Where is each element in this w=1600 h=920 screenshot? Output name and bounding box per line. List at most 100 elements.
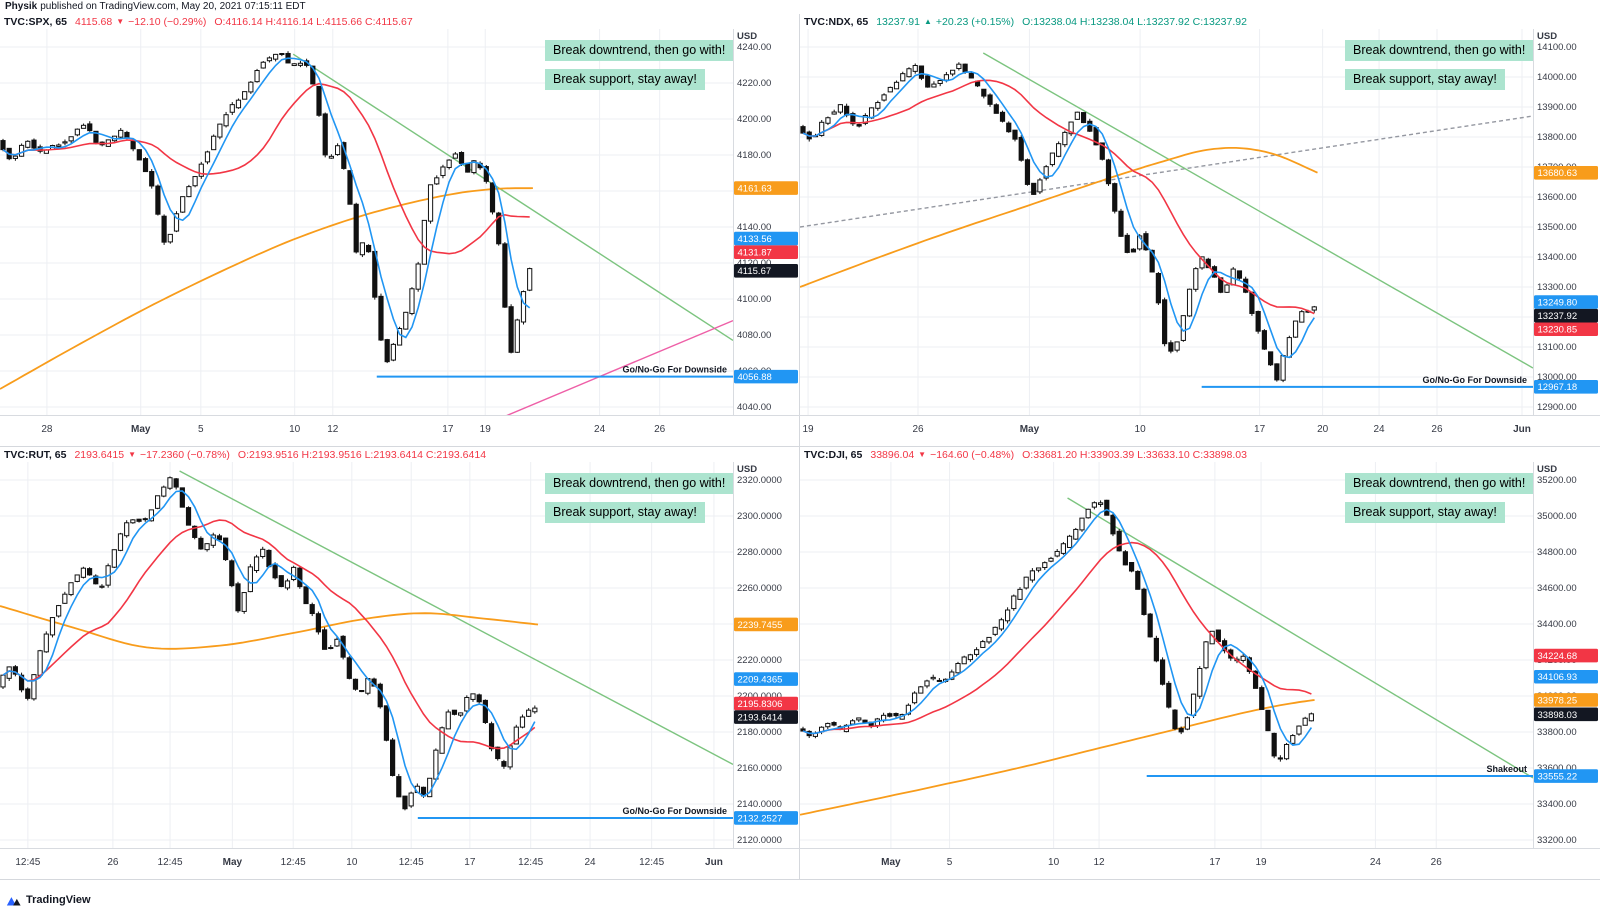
support-line: Go/No-Go For Downside bbox=[1201, 375, 1533, 388]
svg-text:4120.00: 4120.00 bbox=[737, 258, 771, 269]
svg-text:2280.0000: 2280.0000 bbox=[737, 547, 782, 558]
svg-text:May: May bbox=[131, 424, 151, 435]
trend-lines bbox=[179, 470, 733, 766]
svg-text:33978.25: 33978.25 bbox=[1538, 695, 1578, 706]
symbol-label[interactable]: TVC:DJI, 65 bbox=[804, 448, 863, 461]
ohlc-readout: O:33681.20 H:33903.39 L:33633.10 C:33898… bbox=[1022, 448, 1247, 461]
svg-text:34600.00: 34600.00 bbox=[1537, 583, 1577, 594]
svg-text:13100.00: 13100.00 bbox=[1537, 342, 1577, 353]
ma-orange bbox=[800, 699, 1315, 816]
svg-text:13600.00: 13600.00 bbox=[1537, 192, 1577, 203]
panel-dji: TVC:DJI, 65 33896.04 ▼ −164.60 (−0.48%) … bbox=[800, 447, 1600, 880]
price-badges: 2239.7455 2209.4365 2195.8306 2193.6414 2132… bbox=[734, 617, 798, 825]
svg-text:10: 10 bbox=[1135, 424, 1147, 435]
price-badges: 34224.68 34106.93 33978.25 33898.03 33555.22 bbox=[1534, 648, 1598, 783]
price-chart-ndx[interactable]: 12900.0013000.0013100.0013200.0013300.00… bbox=[800, 29, 1600, 446]
svg-text:26: 26 bbox=[912, 424, 924, 435]
quote-readout: 13237.91 ▲ +20.23 (+0.15%) bbox=[876, 16, 1014, 28]
svg-text:4200.00: 4200.00 bbox=[737, 114, 771, 125]
svg-text:10: 10 bbox=[289, 424, 301, 435]
svg-text:33600.00: 33600.00 bbox=[1537, 763, 1577, 774]
svg-text:33400.00: 33400.00 bbox=[1537, 799, 1577, 810]
ma-orange bbox=[800, 147, 1318, 288]
trend-lines bbox=[1067, 497, 1533, 779]
svg-text:4220.00: 4220.00 bbox=[737, 78, 771, 89]
svg-text:May: May bbox=[881, 857, 901, 868]
svg-text:34224.68: 34224.68 bbox=[1538, 651, 1578, 662]
ma-blue bbox=[802, 70, 1315, 359]
svg-text:2180.0000: 2180.0000 bbox=[737, 727, 782, 738]
price-badges: 4161.63 4133.56 4131.87 4115.67 4056.88 bbox=[734, 181, 798, 384]
ma-blue bbox=[2, 490, 536, 798]
svg-text:2209.4365: 2209.4365 bbox=[738, 674, 783, 685]
svg-text:12: 12 bbox=[1094, 857, 1106, 868]
svg-text:10: 10 bbox=[346, 857, 358, 868]
svg-text:2260.0000: 2260.0000 bbox=[737, 583, 782, 594]
symbol-label[interactable]: TVC:RUT, 65 bbox=[4, 448, 67, 461]
candles bbox=[0, 51, 533, 364]
svg-text:2220.0000: 2220.0000 bbox=[737, 655, 782, 666]
svg-text:10: 10 bbox=[1048, 857, 1060, 868]
svg-text:12:45: 12:45 bbox=[281, 857, 306, 868]
chart-title-spx: TVC:SPX, 65 4115.68 ▼ −12.10 (−0.29%) O:… bbox=[0, 14, 799, 29]
svg-text:12:45: 12:45 bbox=[639, 857, 664, 868]
svg-text:26: 26 bbox=[107, 857, 119, 868]
ma-orange bbox=[0, 187, 533, 390]
svg-text:26: 26 bbox=[1431, 424, 1443, 435]
svg-text:28: 28 bbox=[41, 424, 53, 435]
svg-text:13000.00: 13000.00 bbox=[1537, 372, 1577, 383]
svg-text:12:45: 12:45 bbox=[399, 857, 424, 868]
svg-text:13500.00: 13500.00 bbox=[1537, 222, 1577, 233]
svg-text:Jun: Jun bbox=[705, 857, 723, 868]
svg-text:USD: USD bbox=[1537, 31, 1557, 42]
svg-text:4140.00: 4140.00 bbox=[737, 222, 771, 233]
price-chart-spx[interactable]: 4040.004060.004080.004100.004120.004140.… bbox=[0, 29, 800, 446]
svg-text:19: 19 bbox=[480, 424, 492, 435]
svg-text:Go/No-Go For Downside: Go/No-Go For Downside bbox=[623, 806, 728, 816]
svg-text:13900.00: 13900.00 bbox=[1537, 102, 1577, 113]
price-chart-rut[interactable]: 2120.0000 2140.0000 2160.0000 2180.0000 2200… bbox=[0, 462, 800, 879]
ohlc-readout: O:4116.14 H:4116.14 L:4115.66 C:4115.67 bbox=[214, 15, 413, 28]
ma-blue bbox=[2, 57, 531, 339]
svg-text:5: 5 bbox=[947, 857, 953, 868]
tradingview-logo-icon[interactable] bbox=[6, 894, 21, 907]
ma-red bbox=[802, 541, 1312, 735]
direction-arrow-icon: ▼ bbox=[918, 450, 927, 459]
svg-text:4161.63: 4161.63 bbox=[738, 183, 772, 194]
ohlc-readout: O:2193.9516 H:2193.9516 L:2193.6414 C:21… bbox=[237, 448, 487, 461]
tradingview-brand[interactable]: TradingView bbox=[26, 894, 91, 906]
svg-text:2320.0000: 2320.0000 bbox=[737, 475, 782, 486]
svg-text:2120.0000: 2120.0000 bbox=[737, 835, 782, 846]
svg-text:17: 17 bbox=[1209, 857, 1221, 868]
svg-text:13800.00: 13800.00 bbox=[1537, 132, 1577, 143]
symbol-label[interactable]: TVC:NDX, 65 bbox=[804, 15, 869, 28]
svg-text:12:45: 12:45 bbox=[15, 857, 40, 868]
svg-text:14100.00: 14100.00 bbox=[1537, 42, 1577, 53]
svg-text:34400.00: 34400.00 bbox=[1537, 619, 1577, 630]
author-name[interactable]: Physik bbox=[5, 1, 38, 12]
quote-readout: 4115.68 ▼ −12.10 (−0.29%) bbox=[75, 16, 206, 28]
ma-red bbox=[802, 79, 1315, 315]
svg-text:12:45: 12:45 bbox=[518, 857, 543, 868]
svg-text:34800.00: 34800.00 bbox=[1537, 547, 1577, 558]
svg-text:Go/No-Go For Downside: Go/No-Go For Downside bbox=[1423, 375, 1528, 385]
svg-text:17: 17 bbox=[442, 424, 454, 435]
svg-text:2200.0000: 2200.0000 bbox=[737, 691, 782, 702]
trend-lines bbox=[292, 53, 733, 415]
svg-text:2160.0000: 2160.0000 bbox=[737, 763, 782, 774]
svg-text:4240.00: 4240.00 bbox=[737, 42, 771, 53]
svg-text:12: 12 bbox=[327, 424, 339, 435]
chart-title-ndx: TVC:NDX, 65 13237.91 ▲ +20.23 (+0.15%) O… bbox=[800, 14, 1600, 29]
footer: TradingView bbox=[0, 880, 1600, 920]
svg-text:26: 26 bbox=[654, 424, 666, 435]
symbol-label[interactable]: TVC:SPX, 65 bbox=[4, 15, 68, 28]
price-chart-dji[interactable]: 33200.0033400.0033600.0033800.0034000.00… bbox=[800, 462, 1600, 879]
svg-text:33898.03: 33898.03 bbox=[1538, 710, 1578, 721]
svg-text:USD: USD bbox=[737, 31, 757, 42]
grid bbox=[0, 29, 800, 416]
svg-text:4056.88: 4056.88 bbox=[738, 372, 772, 383]
svg-text:12:45: 12:45 bbox=[158, 857, 183, 868]
support-line: Go/No-Go For Downside bbox=[417, 806, 733, 819]
svg-text:2300.0000: 2300.0000 bbox=[737, 511, 782, 522]
ma-blue bbox=[802, 508, 1313, 746]
